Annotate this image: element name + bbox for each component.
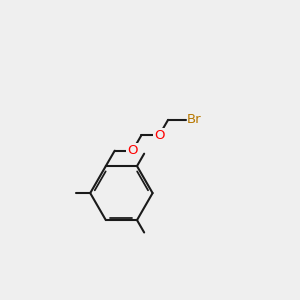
Text: Br: Br	[187, 113, 201, 126]
Text: O: O	[154, 129, 164, 142]
Text: O: O	[127, 144, 138, 157]
